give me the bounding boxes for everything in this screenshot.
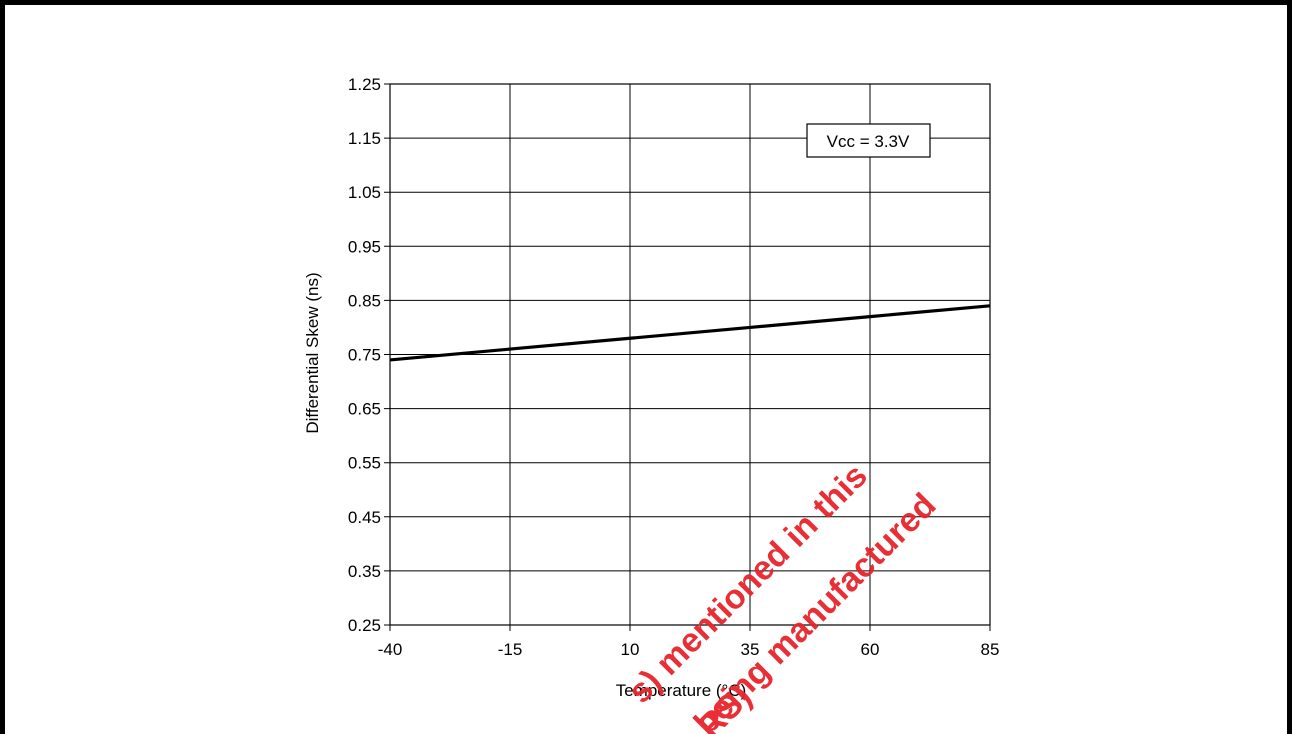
x-tick-label: 60 [861,640,880,659]
x-tick-labels: -40 -15 10 35 60 85 [378,640,1000,659]
plot-border [389,83,991,626]
y-tick-label: 0.65 [348,400,381,419]
y-tick-label: 0.75 [348,346,381,365]
annotation-text: Vcc = 3.3V [827,132,910,151]
x-tick-label: 10 [621,640,640,659]
y-tick-label: 0.55 [348,454,381,473]
x-tick-label: 35 [741,640,760,659]
plot-area [389,83,991,626]
y-tick-label: 0.25 [348,616,381,635]
y-tick-label: 0.95 [348,237,381,256]
y-tick-label: 0.85 [348,291,381,310]
annotation-box: Vcc = 3.3V [806,123,931,158]
series-layer [389,304,991,362]
y-tick-labels: 1.25 1.15 1.05 0.95 0.85 0.75 0.65 0.55 0.45 0.35… [348,75,381,635]
x-tick-label: -15 [498,640,523,659]
y-tick-label: 0.45 [348,508,381,527]
y-tick-label: 0.35 [348,562,381,581]
y-tick-label: 1.05 [348,183,381,202]
x-tick-label: -40 [378,640,403,659]
x-tick-label: 85 [981,640,1000,659]
y-axis-label: Differential Skew (ns) [303,272,322,433]
series-line [389,304,991,362]
x-axis-label: Temperature (°C) [616,681,747,700]
y-tick-label: 1.25 [348,75,381,94]
y-tick-label: 1.15 [348,129,381,148]
